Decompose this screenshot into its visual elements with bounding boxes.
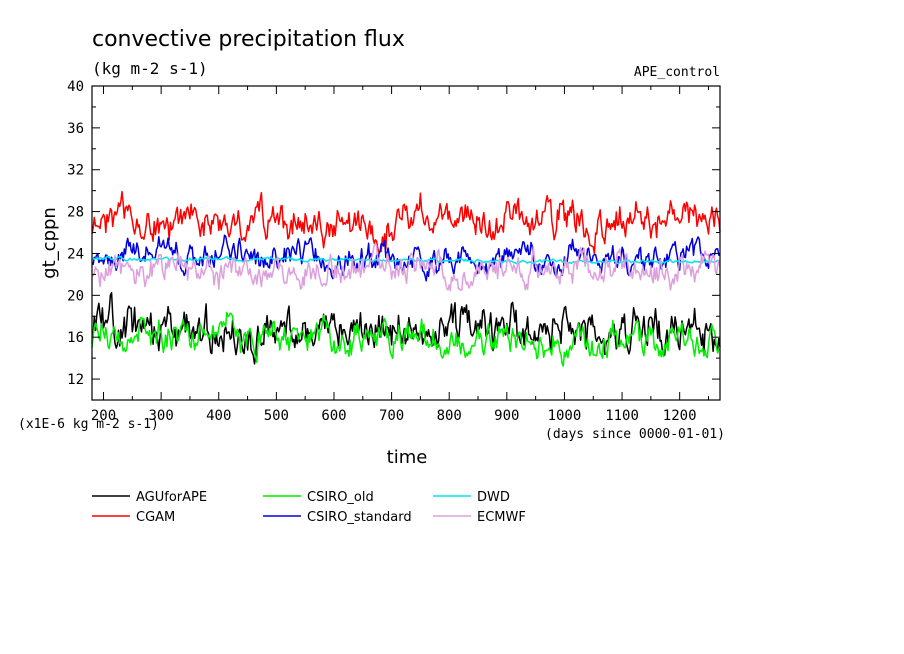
y-tick-label: 16 [67, 330, 84, 346]
x-tick-label: 400 [206, 408, 231, 424]
chart-units: (kg m-2 s-1) [92, 59, 208, 78]
legend-label-ECMWF: ECMWF [477, 510, 526, 525]
legend-label-CSIRO_standard: CSIRO_standard [307, 510, 412, 525]
ticks-layer: 200 300 400 500 600 700 800 900 1000 1100 1200 12 16… [67, 79, 720, 424]
x-tick-label: 500 [264, 408, 289, 424]
series-CGAM [91, 190, 721, 255]
legend-label-DWD: DWD [477, 490, 510, 505]
x-tick-label: 200 [91, 408, 116, 424]
y-axis-label: gt_cppn [39, 207, 60, 279]
x-tick-label: 1200 [663, 408, 697, 424]
series-DWD [91, 255, 721, 265]
x-tick-label: 300 [148, 408, 173, 424]
y-tick-label: 28 [67, 205, 84, 221]
experiment-label: APE_control [634, 65, 720, 80]
x-tick-label: 700 [379, 408, 404, 424]
y-tick-label: 12 [67, 372, 84, 388]
chart-title: convective precipitation flux [92, 27, 405, 52]
x-tick-label: 1100 [605, 408, 639, 424]
x-units-note: (days since 0000-01-01) [545, 427, 725, 442]
legend: AGUforAPE CGAM CSIRO_old CSIRO_standard DWD E… [92, 490, 526, 525]
legend-label-CSIRO_old: CSIRO_old [307, 490, 374, 505]
y-tick-label: 20 [67, 288, 84, 304]
y-scale-note: (x1E-6 kg m-2 s-1) [18, 417, 159, 432]
y-tick-label: 36 [67, 121, 84, 137]
series-AGUforAPE [91, 292, 721, 365]
plot-frame [91, 85, 721, 401]
legend-label-AGUforAPE: AGUforAPE [136, 490, 207, 505]
y-tick-label: 24 [67, 246, 84, 262]
series-ECMWF [91, 243, 721, 292]
x-axis-label: time [387, 447, 428, 468]
x-tick-label: 800 [437, 408, 462, 424]
x-tick-label: 600 [321, 408, 346, 424]
series-layer [91, 190, 721, 367]
legend-label-CGAM: CGAM [136, 510, 175, 525]
x-tick-label: 1000 [548, 408, 582, 424]
series-CSIRO_old [91, 311, 721, 367]
y-tick-label: 32 [67, 163, 84, 179]
x-tick-label: 900 [494, 408, 519, 424]
y-tick-label: 40 [67, 79, 84, 95]
